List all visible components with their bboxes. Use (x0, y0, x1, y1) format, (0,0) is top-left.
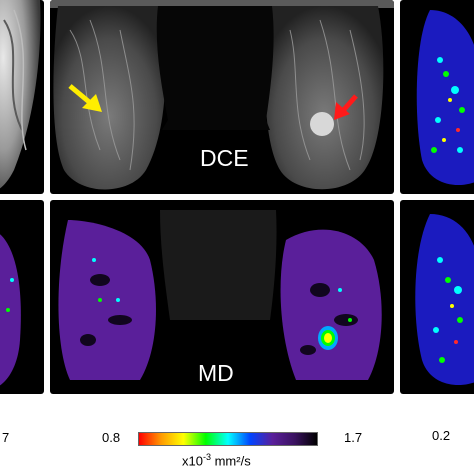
unit-suffix: mm²/s (210, 453, 251, 469)
colorbar-unit: x10-3 mm²/s (182, 452, 251, 468)
panel-map-top-right (400, 0, 474, 194)
panel-dce: DCE (50, 0, 394, 194)
colorbar-max-label: 1.7 (344, 430, 363, 445)
panel-md: MD (50, 200, 394, 394)
map-bottom-right-image (415, 214, 474, 386)
lesion (310, 112, 334, 136)
dce-label: DCE (200, 145, 249, 171)
yellow-arrow-icon (68, 84, 102, 112)
t2-image (0, 0, 41, 189)
unit-exponent: -3 (202, 452, 211, 462)
md-image (58, 210, 382, 380)
red-arrow-icon (334, 94, 358, 120)
unit-prefix: x10 (182, 453, 203, 469)
dce-image (50, 0, 394, 190)
md-lesion (318, 326, 338, 350)
right-fragment-label: 0.2 (432, 428, 451, 443)
md-label: MD (198, 360, 234, 386)
panel-t2-partial (0, 0, 44, 194)
map-top-right-image (416, 10, 474, 186)
map-bottom-left-image (0, 234, 21, 386)
panel-map-bottom-right (400, 200, 474, 394)
colorbar-min-label: 0.8 (102, 430, 121, 445)
left-fragment-label: 7 (2, 430, 10, 445)
panel-map-bottom-left (0, 200, 44, 394)
colorbar (138, 432, 318, 446)
